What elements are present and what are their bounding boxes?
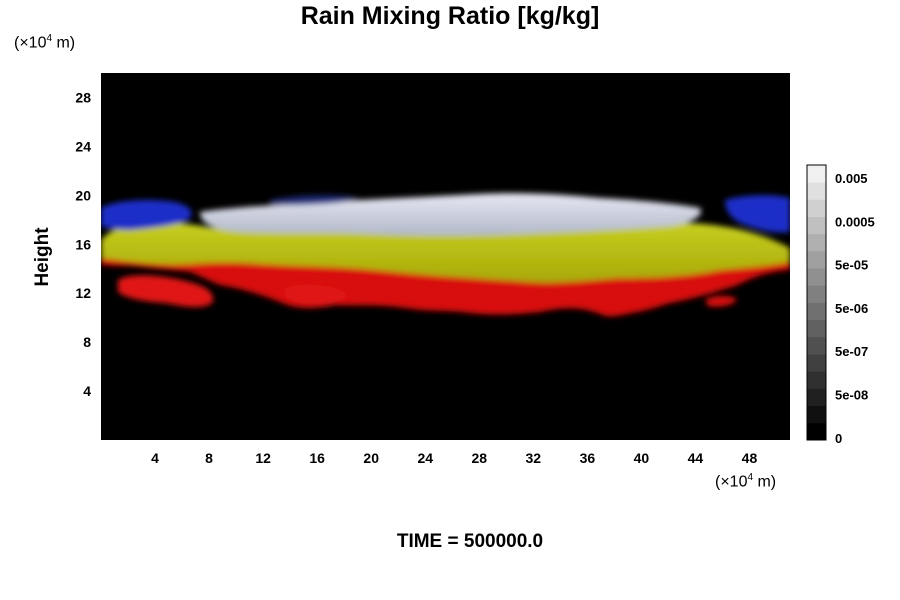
- x-tick-label: 8: [205, 450, 213, 466]
- colorbar-swatch: [807, 250, 826, 269]
- region-blue-left: [101, 200, 192, 230]
- colorbar-swatch: [807, 216, 826, 235]
- region-blue-right: [725, 195, 790, 233]
- region-yellow: [101, 221, 790, 283]
- x-tick-label: 4: [151, 450, 159, 466]
- y-tick-label: 16: [75, 236, 91, 252]
- region-red-blob-right: [600, 291, 680, 316]
- y-tick-label: 28: [75, 89, 91, 105]
- colorbar-swatch: [807, 422, 826, 441]
- colorbar-swatch: [807, 371, 826, 389]
- colorbar-label: 5e-06: [835, 301, 868, 316]
- colorbar-swatch: [807, 199, 826, 217]
- y-unit-prefix: (×10: [14, 34, 47, 52]
- colorbar-swatch: [807, 336, 826, 355]
- x-unit-prefix: (×10: [715, 473, 748, 491]
- x-tick-label: 44: [688, 450, 704, 466]
- x-unit-suffix: m): [753, 473, 777, 491]
- x-tick-label: 20: [363, 450, 379, 466]
- y-unit-suffix: m): [52, 34, 76, 52]
- colorbar-swatch: [807, 285, 826, 303]
- x-tick-label: 16: [309, 450, 325, 466]
- x-tick-label: 32: [526, 450, 542, 466]
- colorbar-swatch: [807, 302, 826, 321]
- colorbar-swatch: [807, 405, 826, 424]
- region-white: [200, 193, 701, 236]
- x-tick-label: 24: [417, 450, 433, 466]
- x-tick-label: 12: [255, 450, 271, 466]
- field-layers: [101, 193, 790, 317]
- colorbar-swatch: [807, 233, 826, 252]
- chart-title: Rain Mixing Ratio [kg/kg]: [300, 2, 600, 30]
- x-unit-exponent: 4: [747, 472, 754, 483]
- x-tick-label: 48: [742, 450, 758, 466]
- colorbar-label: 0.005: [835, 171, 868, 186]
- colorbar-label: 0: [835, 431, 842, 446]
- region-blue-top-mid: [270, 195, 360, 205]
- colorbar-label: 5e-08: [835, 388, 868, 403]
- y-tick-label: 4: [83, 383, 91, 399]
- region-red-blob-left: [118, 275, 214, 308]
- y-unit-exponent: 4: [46, 33, 53, 44]
- x-axis-ticks: 4 8 12 16 20 24 28 32 36 40 44 48: [151, 450, 757, 466]
- colorbar-label: 5e-07: [835, 344, 868, 359]
- colorbar-frame: [806, 164, 827, 441]
- x-tick-label: 40: [634, 450, 650, 466]
- x-axis-unit: (×104 m): [715, 472, 776, 491]
- y-tick-label: 20: [75, 187, 91, 203]
- x-tick-label: 36: [580, 450, 596, 466]
- x-tick-label: 28: [471, 450, 487, 466]
- colorbar-swatch: [807, 268, 826, 286]
- region-red-blob-far-right: [705, 295, 737, 307]
- colorbar-label: 0.0005: [835, 214, 875, 229]
- colorbar-swatch: [807, 319, 826, 338]
- y-tick-label: 8: [83, 334, 91, 350]
- colorbar: 0.005 0.0005 5e-05 5e-06 5e-07 5e-08 0: [806, 164, 875, 446]
- colorbar-swatch: [807, 165, 826, 183]
- region-red-blob-mid: [285, 284, 346, 306]
- colorbar-label: 5e-05: [835, 258, 868, 273]
- y-tick-label: 12: [75, 285, 91, 301]
- colorbar-swatch: [807, 388, 826, 407]
- colorbar-swatch: [807, 354, 826, 372]
- y-axis-unit: (×104 m): [14, 33, 75, 52]
- time-label: TIME = 500000.0: [396, 531, 544, 552]
- y-tick-label: 24: [75, 138, 91, 154]
- colorbar-swatch: [807, 182, 826, 200]
- y-axis-ticks: 4 8 12 16 20 24 28: [75, 89, 91, 399]
